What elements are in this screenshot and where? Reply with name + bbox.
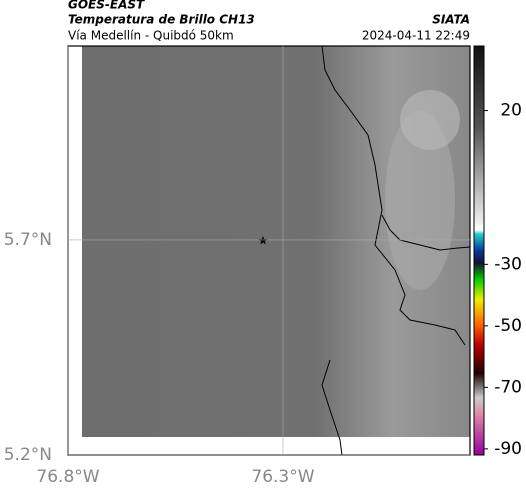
cloud — [385, 110, 455, 290]
colorbar — [473, 45, 485, 456]
colorbar-tick-label: 20 — [500, 101, 522, 121]
subtitle: Vía Medellín - Quibdó 50km — [68, 29, 234, 43]
colorbar-tick-label: -50 — [494, 316, 522, 336]
x-tick-label: 76.8°W — [36, 467, 99, 487]
border-line — [381, 214, 471, 251]
source: GOES-EAST — [68, 0, 145, 12]
colorbar-tick-label: -90 — [494, 439, 522, 459]
city-marker: ★ — [258, 234, 269, 248]
y-tick-label: 5.2°N — [4, 445, 52, 465]
x-tick-label: 76.3°W — [251, 467, 314, 487]
border-line — [321, 45, 466, 456]
colorbar-tick-label: -30 — [494, 254, 522, 274]
title: Temperatura de Brillo CH13 — [68, 13, 255, 27]
org: SIATA — [432, 13, 470, 27]
colorbar-tick-label: -70 — [494, 377, 522, 397]
cloud — [400, 90, 460, 150]
y-tick-label: 5.7°N — [4, 230, 52, 250]
datetime: 2024-04-11 22:49 — [362, 29, 470, 43]
